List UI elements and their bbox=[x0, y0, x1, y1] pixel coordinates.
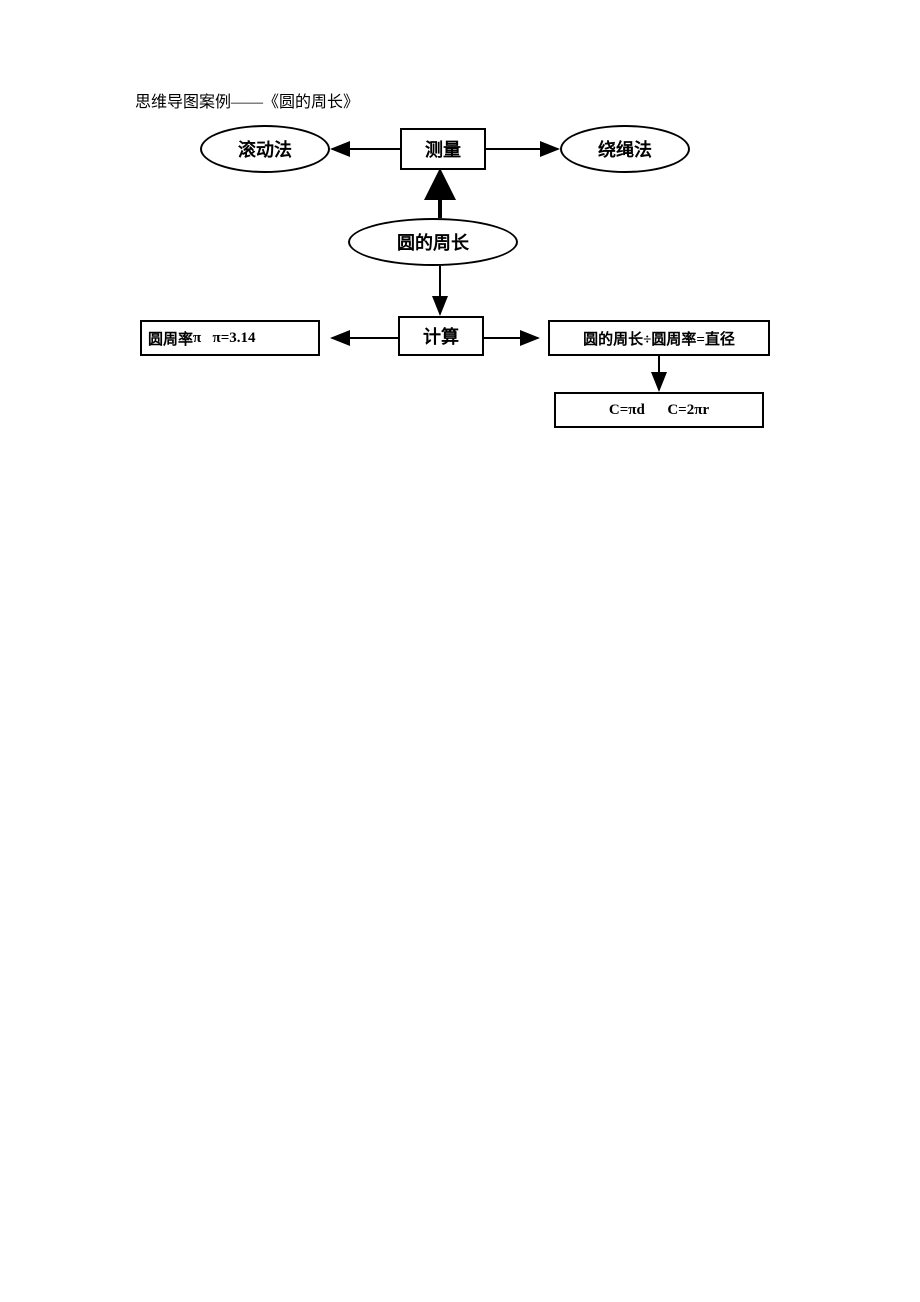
pi-symbol-1: π bbox=[193, 330, 201, 347]
formula-c2: C=2 bbox=[667, 402, 694, 419]
formula-c1: C= bbox=[609, 402, 628, 419]
node-rolling: 滚动法 bbox=[200, 125, 330, 173]
node-measure-label: 测量 bbox=[425, 136, 461, 162]
formula-r: r bbox=[702, 402, 709, 419]
node-calc: 计算 bbox=[398, 316, 484, 356]
node-measure: 测量 bbox=[400, 128, 486, 170]
pi-suffix: =3.14 bbox=[221, 330, 256, 347]
formula-pi1: π bbox=[628, 402, 636, 419]
formula-space bbox=[645, 402, 668, 419]
node-rolling-label: 滚动法 bbox=[238, 136, 292, 162]
mindmap-diagram: 滚动法 测量 绕绳法 圆的周长 圆周率 π π =3.14 计算 圆的周长÷圆周… bbox=[0, 0, 920, 1302]
pi-mid bbox=[201, 330, 212, 347]
node-formula: C= π d C=2 π r bbox=[554, 392, 764, 428]
node-divide: 圆的周长÷圆周率=直径 bbox=[548, 320, 770, 356]
node-rope: 绕绳法 bbox=[560, 125, 690, 173]
formula-d: d bbox=[636, 402, 644, 419]
node-divide-label: 圆的周长÷圆周率=直径 bbox=[583, 328, 735, 349]
node-calc-label: 计算 bbox=[423, 323, 459, 349]
formula-pi2: π bbox=[694, 402, 702, 419]
pi-symbol-2: π bbox=[212, 330, 220, 347]
pi-prefix: 圆周率 bbox=[148, 328, 193, 349]
arrows-layer bbox=[0, 0, 920, 1302]
node-rope-label: 绕绳法 bbox=[598, 136, 652, 162]
node-center: 圆的周长 bbox=[348, 218, 518, 266]
node-center-label: 圆的周长 bbox=[397, 229, 469, 255]
node-pi: 圆周率 π π =3.14 bbox=[140, 320, 320, 356]
